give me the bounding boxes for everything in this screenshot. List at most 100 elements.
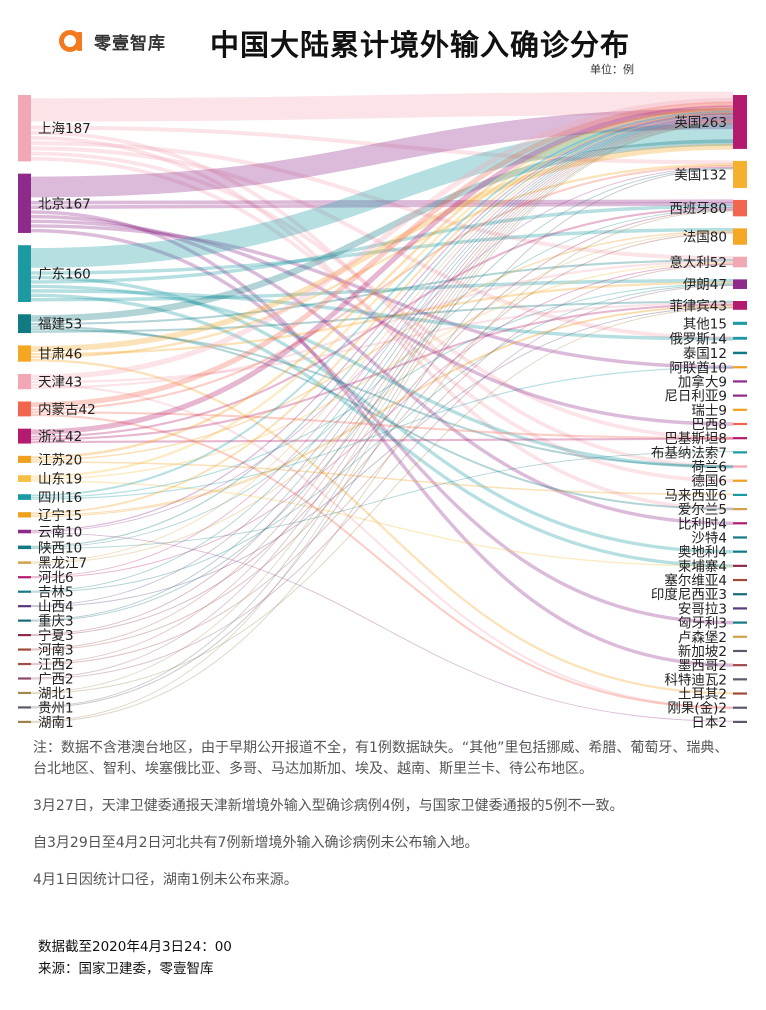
- target-node: [733, 228, 747, 245]
- source-node: [18, 706, 31, 709]
- target-node: [733, 664, 747, 667]
- note-2: 3月27日，天津卫健委通报天津新增境外输入型确诊病例4例，与国家卫健委通报的5例…: [33, 798, 624, 814]
- target-label: 印度尼西亚3: [651, 587, 727, 603]
- source-node: [18, 545, 31, 550]
- source-label: 吉林5: [38, 585, 74, 601]
- flow-link: [30, 228, 734, 625]
- flow-link: [30, 305, 734, 516]
- target-node: [733, 536, 747, 539]
- target-label: 美国132: [674, 167, 727, 183]
- flow-link: [30, 262, 734, 480]
- source-label: 浙江42: [38, 429, 82, 445]
- flow-link: [30, 283, 734, 499]
- source-node: [18, 561, 31, 564]
- flow-link: [30, 307, 734, 694]
- target-node: [733, 321, 747, 325]
- flow-link: [30, 227, 734, 275]
- source-node: [18, 634, 31, 637]
- target-node: [733, 508, 747, 511]
- target-label: 日本2: [691, 715, 727, 731]
- flow-link: [30, 219, 734, 426]
- flow-link: [30, 259, 734, 326]
- flow-link: [30, 201, 734, 210]
- target-node: [733, 336, 747, 340]
- target-label: 西班牙80: [669, 201, 727, 217]
- flow-link: [30, 122, 734, 708]
- flow-link: [30, 125, 734, 165]
- target-label: 加拿大9: [678, 373, 727, 390]
- flow-link: [30, 151, 734, 441]
- target-label: 泰国12: [683, 346, 727, 362]
- target-label: 俄罗斯14: [669, 331, 727, 347]
- target-node: [733, 550, 747, 553]
- source-node: [18, 345, 31, 362]
- target-node: [733, 720, 747, 723]
- source-label: 宁夏3: [38, 627, 74, 644]
- flow-link: [30, 461, 734, 496]
- target-node: [733, 465, 747, 468]
- flow-link: [30, 231, 734, 564]
- flow-link: [30, 113, 734, 547]
- target-node: [733, 160, 747, 188]
- chart-title: 中国大陆累计境外输入确诊分布: [210, 28, 631, 62]
- target-label: 沙特4: [691, 530, 727, 546]
- source-label: 广西2: [38, 672, 74, 688]
- target-label: 巴基斯坦8: [664, 430, 727, 447]
- flow-link: [30, 105, 734, 435]
- flow-link: [30, 306, 734, 608]
- sankey-chart: 上海187 北京167 广东160 福建53 甘肃46 天津43 内蒙古42 浙江42 江苏20…: [18, 91, 747, 731]
- flow-link: [30, 109, 734, 478]
- flow-link: [30, 117, 734, 621]
- target-label: 匈牙利3: [678, 616, 727, 632]
- flow-link: [30, 214, 734, 526]
- target-label: 伊朗47: [683, 277, 727, 293]
- flow-link: [30, 119, 734, 650]
- target-label: 塞尔维亚4: [664, 572, 727, 589]
- source-node: [18, 428, 31, 444]
- flow-link: [30, 451, 734, 550]
- source-label: 北京167: [38, 196, 91, 212]
- flow-link: [30, 302, 734, 384]
- source-node: [18, 494, 31, 500]
- flow-link: [30, 199, 734, 205]
- source-label: 黑龙江7: [38, 556, 87, 572]
- flow-link: [30, 121, 734, 679]
- flow-links: [30, 91, 734, 723]
- source-label: 甘肃46: [38, 347, 82, 363]
- flow-link: [30, 285, 734, 680]
- footer: 数据截至2020年4月3日24：00 来源：国家卫建委，零壹智库: [38, 936, 232, 980]
- note-1: 注：数据不含港澳台地区，由于早期公开报道不全，有1例数据缺失。“其他”里包括挪威…: [33, 740, 729, 777]
- flow-link: [30, 114, 734, 563]
- brand: 零壹智库: [58, 28, 166, 54]
- flow-link: [30, 289, 734, 341]
- source-node: [18, 314, 31, 334]
- a-logo-icon: [59, 30, 82, 52]
- target-label: 科特迪瓦2: [664, 672, 727, 688]
- source-node: [18, 605, 31, 608]
- target-label: 柬埔寨4: [678, 558, 727, 575]
- flow-link: [30, 230, 734, 461]
- flow-link: [30, 117, 734, 607]
- flow-link: [30, 97, 734, 381]
- flow-link: [30, 224, 734, 369]
- target-label: 巴西8: [691, 417, 727, 433]
- flow-link: [30, 325, 734, 510]
- flow-link: [30, 168, 734, 709]
- source-node: [18, 576, 31, 579]
- target-node: [733, 635, 747, 638]
- flow-link: [30, 146, 734, 341]
- flow-link: [30, 115, 734, 578]
- target-label: 意大利52: [669, 254, 727, 271]
- flow-link: [30, 284, 734, 593]
- target-node: [733, 199, 747, 217]
- target-node: [733, 593, 747, 596]
- source-node: [18, 529, 31, 534]
- source-node: [18, 173, 31, 233]
- flow-link: [30, 163, 734, 359]
- flow-link: [30, 112, 734, 532]
- notes: 注：数据不含港澳台地区，由于早期公开报道不全，有1例数据缺失。“其他”里包括挪威…: [33, 738, 733, 907]
- flow-link: [30, 118, 734, 635]
- source-label: 重庆3: [38, 614, 74, 630]
- flow-link: [30, 437, 734, 444]
- source-label: 辽宁15: [38, 507, 82, 524]
